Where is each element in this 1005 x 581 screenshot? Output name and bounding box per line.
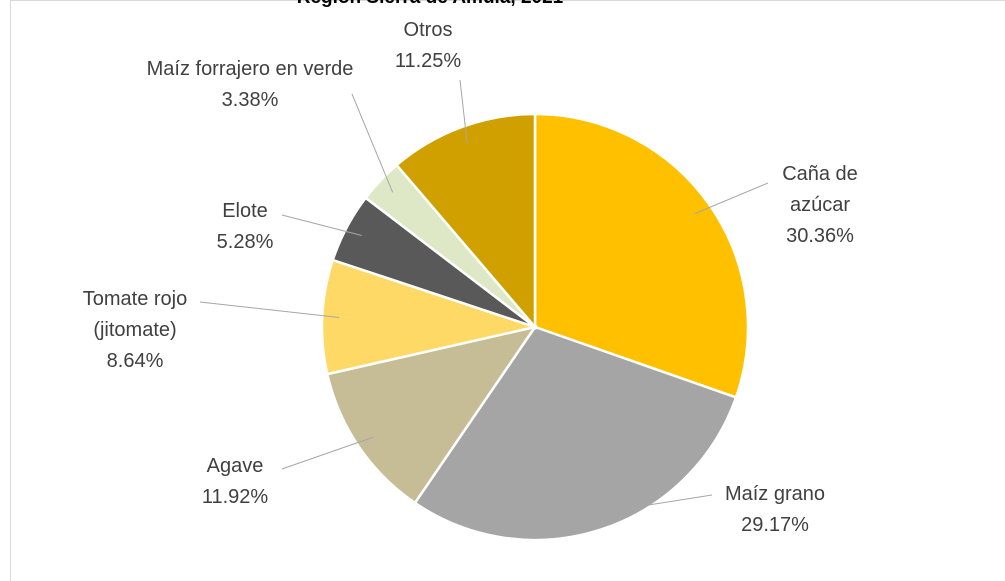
label-text: 30.36% — [786, 225, 854, 247]
data-label: Maíz forrajero en verde 3.38% — [140, 54, 360, 116]
data-label: Tomate rojo (jitomate) 8.64% — [65, 284, 205, 377]
label-text: Caña de azúcar — [782, 163, 858, 216]
label-text: 8.64% — [106, 350, 164, 372]
label-text: Maíz forrajero en verde — [146, 58, 354, 80]
frame — [10, 0, 1005, 581]
leader-line — [281, 214, 362, 237]
label-text: Elote — [222, 200, 268, 222]
label-text: 3.38% — [221, 89, 279, 111]
pie-slice — [320, 258, 540, 376]
label-text: Otros — [403, 19, 453, 41]
data-label: Maíz grano 29.17% — [705, 479, 845, 541]
label-text: 11.25% — [394, 50, 462, 72]
pie-slice — [394, 112, 537, 331]
leader-line — [596, 494, 713, 514]
label-text: 29.17% — [741, 514, 809, 536]
label-text: Agave — [206, 455, 264, 477]
leader-line — [694, 182, 769, 215]
leader-line — [351, 93, 394, 193]
leader-line — [459, 79, 468, 144]
label-text: 11.92% — [201, 486, 269, 508]
leader-line — [199, 301, 340, 319]
data-label: Elote 5.28% — [195, 196, 295, 258]
leader-line — [281, 436, 374, 470]
label-text: 5.28% — [216, 231, 274, 253]
pie-slice — [413, 325, 738, 542]
label-text: Tomate rojo (jitomate) — [82, 288, 188, 341]
data-label: Caña de azúcar 30.36% — [760, 159, 880, 252]
data-label: Otros 11.25% — [378, 15, 478, 77]
label-text: Maíz grano — [724, 483, 826, 505]
pie-slice — [325, 325, 538, 505]
data-label: Agave 11.92% — [185, 451, 285, 513]
pie-slice — [533, 112, 750, 399]
chart-title: Región Sierra de Amula, 2021 — [297, 0, 563, 9]
